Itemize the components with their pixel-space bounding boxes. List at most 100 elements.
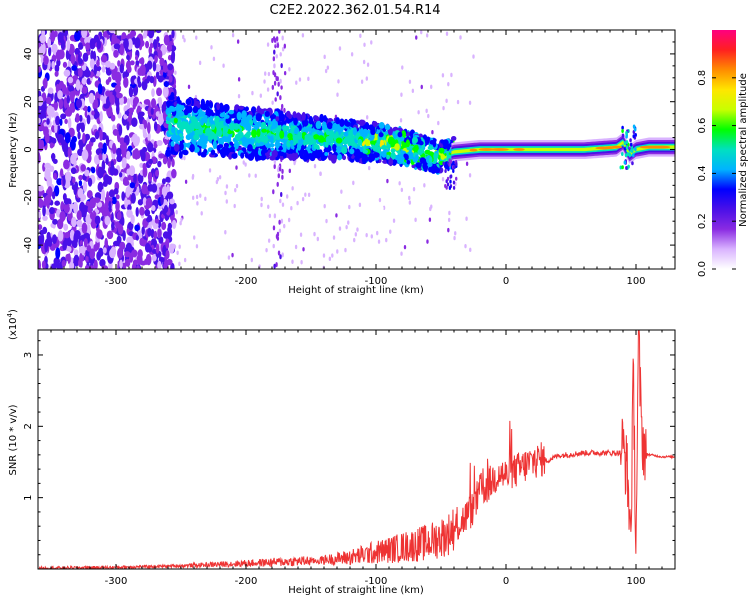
- heatmap-cell: [448, 210, 451, 216]
- heatmap-cell: [165, 149, 171, 157]
- heatmap-cell: [86, 223, 91, 236]
- heatmap-cell: [268, 213, 272, 219]
- heatmap-cell: [60, 113, 67, 120]
- heatmap-cell: [142, 197, 147, 206]
- heatmap-cell: [442, 161, 445, 166]
- heatmap-cell: [200, 117, 205, 126]
- y-tick-label: -40: [23, 237, 34, 253]
- heatmap-cell: [196, 201, 199, 206]
- heatmap-cell: [209, 115, 214, 125]
- heatmap-cell: [114, 95, 119, 106]
- heatmap-cell: [123, 76, 129, 88]
- heatmap-cell: [151, 98, 157, 109]
- y-tick-label: 2: [23, 423, 34, 429]
- heatmap-cell: [408, 79, 412, 84]
- heatmap-cell: [132, 97, 138, 107]
- heatmap-cell: [453, 235, 456, 241]
- heatmap-cell: [112, 129, 119, 136]
- heatmap-cell: [445, 98, 448, 104]
- heatmap-cell: [74, 47, 81, 56]
- heatmap-cell: [420, 30, 423, 35]
- heatmap-cell: [345, 224, 348, 230]
- heatmap-cell: [348, 204, 351, 210]
- heatmap-cell: [271, 100, 274, 105]
- heatmap-cell: [137, 75, 141, 85]
- heatmap-cell: [202, 139, 207, 144]
- heatmap-cell: [179, 142, 184, 151]
- snr-frame: [37, 329, 676, 570]
- heatmap-cell: [337, 79, 340, 84]
- heatmap-cell: [182, 34, 185, 40]
- heatmap-cell: [53, 185, 60, 197]
- heatmap-cell: [38, 95, 44, 107]
- heatmap-cell: [126, 204, 132, 212]
- heatmap-cell: [301, 196, 305, 202]
- heatmap-cell: [435, 167, 440, 174]
- heatmap-cell: [235, 165, 238, 170]
- colorbar-tick-label: 0.4: [697, 165, 708, 181]
- heatmap-cell: [287, 133, 293, 139]
- heatmap-cell: [251, 129, 258, 138]
- x-tick-label: 0: [503, 576, 509, 587]
- heatmap-cell: [77, 188, 84, 199]
- heatmap-cell: [193, 146, 200, 153]
- heatmap-cell: [171, 30, 175, 39]
- heatmap-cell: [67, 76, 74, 84]
- heatmap-cell: [240, 152, 245, 159]
- heatmap-cell: [365, 232, 368, 238]
- colorbar-label: Normalized spectral amplitude: [738, 73, 749, 227]
- heatmap-cell: [109, 92, 113, 103]
- heatmap-cell: [278, 30, 281, 34]
- heatmap-cell: [222, 63, 225, 68]
- heatmap-cell: [303, 139, 309, 146]
- heatmap-cell: [358, 119, 365, 127]
- heatmap-cell: [384, 124, 391, 131]
- heatmap-cell: [276, 91, 279, 97]
- heatmap-cell: [174, 70, 177, 75]
- heatmap-cell: [84, 36, 91, 45]
- heatmap-cell: [411, 88, 415, 94]
- heatmap-cell: [98, 247, 104, 257]
- heatmap-cell: [288, 168, 292, 174]
- heatmap-cell: [166, 43, 173, 52]
- heatmap-cell: [116, 154, 123, 163]
- heatmap-cell: [125, 242, 133, 253]
- heatmap-cell: [246, 114, 253, 120]
- heatmap-cell: [412, 186, 416, 192]
- heatmap-cell: [60, 137, 65, 146]
- heatmap-cell: [155, 71, 160, 80]
- heatmap-cell: [184, 179, 188, 184]
- heatmap-cell: [64, 132, 71, 144]
- heatmap-cell: [176, 250, 179, 255]
- heatmap-cell: [151, 205, 156, 212]
- heatmap-cell: [336, 92, 339, 97]
- heatmap-cell: [234, 187, 237, 193]
- heatmap-cell: [101, 265, 109, 269]
- heatmap-cell: [126, 97, 131, 110]
- heatmap-cell: [170, 135, 175, 141]
- heatmap-cell: [340, 189, 343, 194]
- heatmap-cell: [93, 259, 98, 269]
- heatmap-cell: [146, 60, 153, 70]
- heatmap-cell: [264, 135, 269, 144]
- heatmap-cell: [275, 262, 278, 268]
- heatmap-cell: [631, 153, 635, 158]
- heatmap-cell: [98, 153, 103, 161]
- heatmap-cell: [179, 111, 185, 117]
- heatmap-cell: [233, 203, 236, 209]
- heatmap-cell: [195, 244, 199, 249]
- heatmap-cell: [412, 136, 419, 144]
- heatmap-cell: [141, 226, 145, 235]
- heatmap-cell: [266, 87, 270, 92]
- heatmap-cell: [293, 160, 296, 166]
- heatmap-cell: [366, 62, 370, 67]
- heatmap-cell: [75, 113, 80, 123]
- heatmap-cell: [62, 174, 66, 187]
- heatmap-cell: [405, 71, 409, 76]
- heatmap-cell: [386, 154, 390, 160]
- heatmap-cell: [370, 127, 376, 136]
- y-tick-label: 20: [23, 95, 34, 108]
- heatmap-cell: [152, 39, 158, 50]
- heatmap-cell: [370, 234, 374, 239]
- heatmap-cell: [81, 30, 88, 39]
